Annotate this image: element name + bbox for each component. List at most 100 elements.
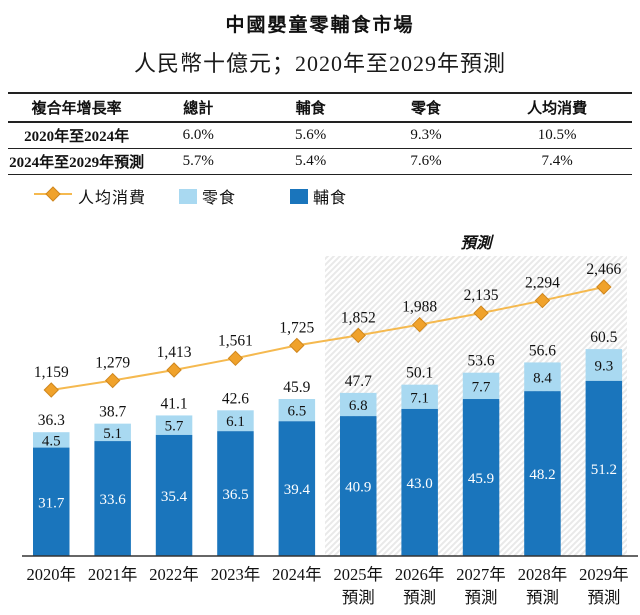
staple-value-label: 39.4: [284, 482, 311, 498]
bar-segment-snack-2026年預測: [401, 384, 438, 409]
snack-value-label: 8.4: [533, 370, 552, 386]
x-label-2025年預測: 2025年: [334, 565, 384, 584]
bar-segment-snack-2027年預測: [462, 372, 500, 400]
legend-label: 零食: [202, 190, 237, 207]
staple-value-label: 33.6: [100, 492, 127, 508]
snack-value-label: 6.5: [287, 404, 306, 420]
bar-segment-snack-2023年: [217, 410, 254, 432]
x-label-2029年預測: 2029年: [579, 565, 629, 584]
staple-value-label: 45.9: [468, 471, 494, 487]
row-label: 2020年至2024年: [24, 129, 130, 145]
x-label-forecast-suffix: 預測: [526, 588, 559, 607]
x-label-2021年: 2021年: [88, 565, 138, 584]
staple-value-label: 31.7: [38, 495, 65, 511]
line-value-label: 1,413: [157, 344, 192, 361]
per-capita-line: [51, 286, 605, 391]
total-label: 41.1: [160, 395, 187, 412]
legend-item-snack: 零食: [179, 184, 236, 208]
snack-value-label: 4.5: [42, 433, 61, 449]
snack-value-label: 7.7: [472, 379, 491, 395]
line-value-label: 1,852: [341, 309, 376, 326]
bar-segment-staple-2029年預測: [585, 380, 623, 556]
cell-value: 5.7%: [182, 153, 214, 169]
x-label-2026年預測: 2026年: [395, 565, 445, 584]
bar-segment-staple-2022年: [155, 434, 193, 556]
bar-segment-snack-2024年: [278, 399, 316, 422]
line-value-label: 1,561: [218, 332, 253, 349]
bar-segment-snack-2029年預測: [585, 349, 623, 381]
bar-segment-staple-2025年預測: [340, 416, 377, 556]
total-label: 56.6: [529, 342, 556, 359]
staple-value-label: 36.5: [222, 487, 248, 503]
legend-item-staple: 輔食: [290, 184, 347, 208]
market-chart: 預測 36.3 4.5 31.7 38.7 5.1 33.6 41.1 5.7 35.4 42.6 6…: [22, 234, 638, 607]
diamond-icon: [227, 350, 244, 367]
bar-segment-staple-2028年預測: [524, 391, 561, 556]
chart-legend: 人均消費 零食 輔食: [0, 185, 640, 207]
staple-swatch-icon: [290, 188, 309, 204]
bar-segment-staple-2027年預測: [462, 399, 500, 556]
diamond-icon: [411, 316, 428, 333]
line-diamond-marker-icon: [33, 185, 73, 207]
cagr-header-snack: 零食: [411, 101, 442, 117]
cell-value: 7.6%: [410, 153, 442, 169]
line-value-label: 1,988: [402, 299, 437, 316]
row-label: 2024年至2029年預測: [9, 155, 145, 171]
line-value-label: 2,135: [464, 287, 499, 304]
total-label: 38.7: [99, 404, 126, 421]
snack-value-label: 9.3: [594, 358, 613, 374]
cell-value: 5.4%: [294, 153, 327, 169]
cagr-header-percapita: 人均消費: [527, 101, 588, 117]
x-label-2020年: 2020年: [27, 565, 77, 584]
x-label-2023年: 2023年: [211, 565, 261, 584]
cagr-header-total: 總計: [183, 101, 214, 117]
cell-value: 9.3%: [410, 127, 442, 143]
cell-value: 10.5%: [537, 127, 577, 143]
total-label: 53.6: [467, 353, 494, 370]
cagr-table: 複合年增長率 總計 輔食 零食 人均消費 2020年至2024年 6.0% 5.…: [8, 92, 632, 175]
bar-segment-staple-2021年: [94, 441, 131, 556]
cell-value: 6.0%: [182, 127, 214, 143]
diamond-icon: [473, 305, 489, 321]
diamond-icon: [289, 337, 305, 354]
total-label: 42.6: [222, 390, 249, 407]
snack-value-label: 7.1: [410, 390, 429, 406]
snack-value-label: 6.8: [349, 398, 368, 414]
x-label-2024年: 2024年: [272, 565, 322, 584]
cagr-header-metric: 複合年增長率: [31, 101, 122, 117]
page-subtitle: 人民幣十億元；2020年至2029年預測: [133, 51, 506, 76]
total-label: 36.3: [38, 412, 65, 429]
table-row-2024-2029: 2024年至2029年預測 5.7% 5.4% 7.6% 7.4%: [8, 149, 632, 175]
total-label: 50.1: [406, 365, 433, 382]
diamond-icon: [596, 279, 612, 295]
total-label: 45.9: [283, 379, 310, 396]
x-label-2028年預測: 2028年: [518, 565, 568, 584]
diamond-icon: [350, 327, 366, 344]
x-label-forecast-suffix: 預測: [587, 588, 620, 607]
line-value-label: 2,466: [586, 261, 621, 278]
staple-value-label: 43.0: [407, 476, 433, 492]
bar-segment-snack-2021年: [94, 423, 131, 442]
staple-value-label: 48.2: [529, 467, 555, 483]
bar-segment-snack-2020年: [33, 432, 70, 448]
total-label: 47.7: [345, 373, 372, 390]
cell-value: 5.6%: [294, 127, 327, 143]
staple-value-label: 51.2: [591, 462, 617, 478]
line-value-label: 2,294: [525, 275, 560, 292]
line-value-label: 1,725: [279, 319, 314, 336]
x-label-forecast-suffix: 預測: [465, 588, 498, 607]
page-title: 中國嬰童零輔食市場: [225, 15, 415, 36]
staple-value-label: 40.9: [345, 480, 371, 496]
bar-segment-staple-2026年預測: [401, 408, 438, 556]
bar-segment-staple-2024年: [278, 421, 316, 556]
legend-label: 輔食: [313, 190, 348, 207]
x-label-2022年: 2022年: [149, 565, 199, 584]
snack-value-label: 5.7: [165, 419, 184, 435]
chart-area: 預測 36.3 4.5 31.7 38.7 5.1 33.6 41.1 5.7 35.4 42.6 6…: [0, 230, 640, 610]
line-value-label: 1,279: [95, 355, 130, 372]
table-row-2020-2024: 2020年至2024年 6.0% 5.6% 9.3% 10.5%: [8, 122, 632, 149]
legend-label: 人均消費: [78, 190, 147, 207]
bar-segment-staple-2020年: [33, 447, 70, 556]
bar-segment-snack-2028年預測: [524, 362, 561, 392]
forecast-label: 預測: [460, 234, 494, 252]
